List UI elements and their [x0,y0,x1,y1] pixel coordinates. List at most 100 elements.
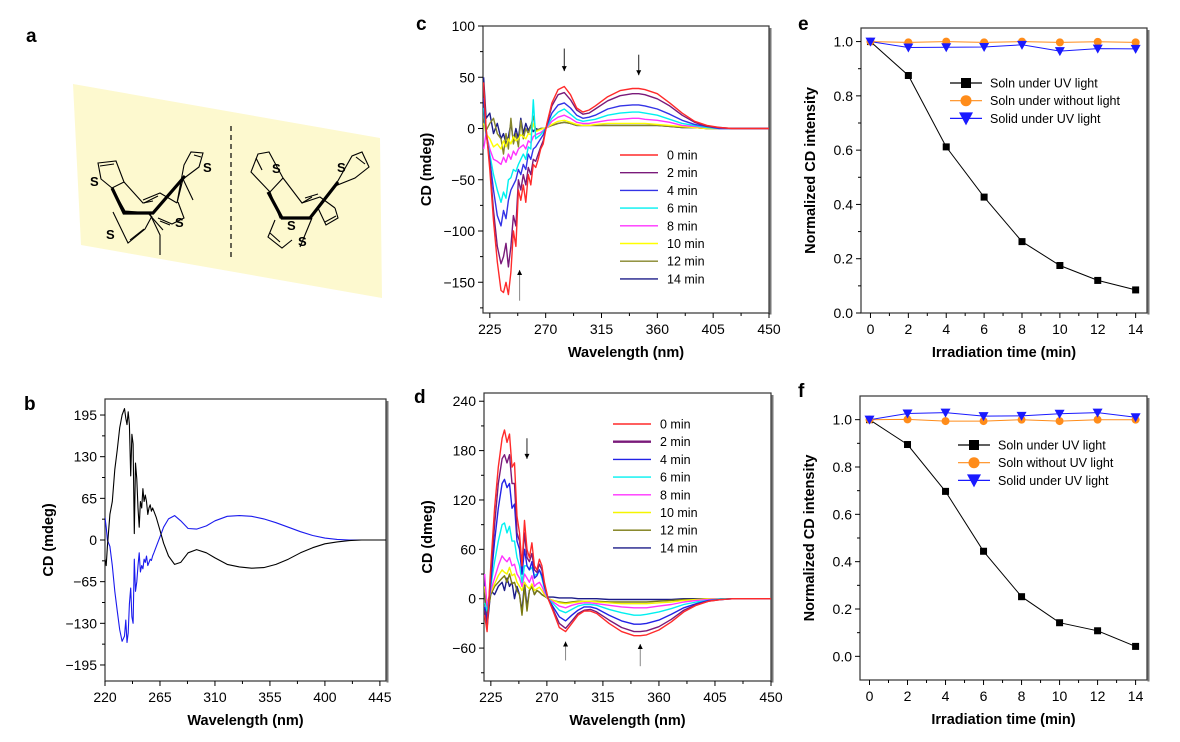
panel-label-f: f [798,381,805,402]
data-point-triangle [903,43,914,53]
y-tick-label: −60 [452,640,476,656]
legend-marker-circle [968,457,980,469]
x-tick-label: 4 [942,321,950,337]
legend-label: 12 min [667,255,705,269]
x-tick-label: 270 [535,689,559,705]
panel-label-a: a [26,26,37,47]
data-point-square [904,72,912,79]
data-point-square [1018,238,1026,246]
spectrum-line-6-min [483,99,769,204]
y-axis-title: Normalized CD intensity [803,87,819,254]
x-tick-label: 2 [904,321,912,337]
sulfur-label: S [272,161,281,176]
y-tick-label: 100 [452,18,476,34]
y-tick-label: 0 [467,121,475,137]
data-point-circle [1093,415,1102,424]
x-tick-label: 10 [1052,321,1068,337]
y-tick-label: 1.0 [834,34,854,50]
x-tick-label: 315 [591,689,615,705]
data-point-triangle [1054,47,1065,57]
y-axis-title: Normalized CD intensity [802,455,818,622]
sulfur-label: S [90,174,99,189]
data-point-square [1094,276,1102,284]
x-tick-label: 315 [590,321,614,337]
data-point-triangle [1016,411,1027,421]
x-tick-label: 400 [313,689,337,705]
data-point-square [1132,286,1140,294]
y-axis-title: CD (dmeg) [420,500,436,573]
data-point-triangle [940,408,951,418]
data-point-triangle [864,415,875,425]
x-axis-title: Irradiation time (min) [932,345,1076,361]
data-point-triangle [941,43,952,53]
data-point-circle [1055,38,1064,47]
series-line-solid-under-uv-light [870,41,1136,52]
plot-frame [482,25,770,314]
x-tick-label: 0 [867,321,875,337]
x-tick-label: 0 [866,688,874,704]
plot-area [105,408,386,644]
mirror-plane [73,84,382,298]
y-tick-label: −130 [65,615,97,631]
data-point-square [942,487,950,495]
arrow-up-head [563,641,569,647]
legend-label: 2 min [667,166,698,180]
data-point-triangle [1092,44,1103,54]
legend-label: 4 min [667,184,698,198]
sulfur-label: S [298,234,307,249]
y-tick-label: 0.0 [834,305,854,321]
x-tick-label: 360 [646,321,670,337]
spectrum-line-enantiomer-2 [105,515,386,644]
y-tick-label: −150 [443,274,475,290]
x-tick-label: 14 [1128,688,1144,704]
molecule-left [97,151,204,255]
x-tick-label: 355 [258,689,282,705]
y-tick-label: 0.6 [834,142,854,158]
sulfur-label: S [106,227,115,242]
x-tick-label: 445 [368,689,392,705]
y-tick-label: 120 [453,492,477,508]
legend-label: 6 min [667,202,698,216]
x-tick-label: 4 [942,688,950,704]
data-point-square [942,143,950,151]
legend-label: Solid under UV light [998,474,1109,488]
legend-label: Soln without UV light [998,456,1114,470]
spectrum-line-enantiomer-1 [105,408,386,569]
series-line-soln-without-uv-light [869,418,1136,422]
data-point-triangle [978,412,989,422]
x-tick-label: 8 [1018,321,1026,337]
plot-frame [860,27,1148,314]
x-tick-label: 225 [479,689,503,705]
y-tick-label: 0.8 [833,459,853,475]
data-point-circle [1093,37,1102,46]
legend-marker-triangle [967,474,981,488]
arrow-down-head [524,453,530,459]
y-tick-label: 0.2 [833,601,853,617]
data-point-triangle [1130,44,1141,54]
legend-label: 8 min [667,219,698,233]
x-tick-label: 2 [904,688,912,704]
x-tick-label: 8 [1018,688,1026,704]
legend-label: 14 min [667,272,705,286]
legend-label: 10 min [667,237,705,251]
x-axis-title: Wavelength (nm) [568,345,684,361]
legend-label: Soln under UV light [990,77,1098,91]
legend-label: 0 min [667,149,698,163]
plot-area [870,41,1136,291]
y-axis-title: CD (mdeg) [41,503,57,576]
y-tick-label: −50 [451,172,475,188]
legend-marker-square [961,78,971,88]
data-point-triangle [865,37,876,47]
plot-area [869,412,1136,647]
legend-label: Soln under without light [990,94,1120,108]
data-point-circle [941,417,950,426]
data-point-square [904,441,912,449]
spectrum-line-4-min [483,97,769,227]
sulfur-label: S [203,160,212,175]
x-tick-label: 270 [534,321,558,337]
y-tick-label: 0.4 [834,196,854,212]
legend-label: 14 min [660,541,698,555]
legend-marker-square [969,440,979,450]
y-axis-title: CD (mdeg) [419,133,435,206]
panel-label-d: d [414,387,426,408]
